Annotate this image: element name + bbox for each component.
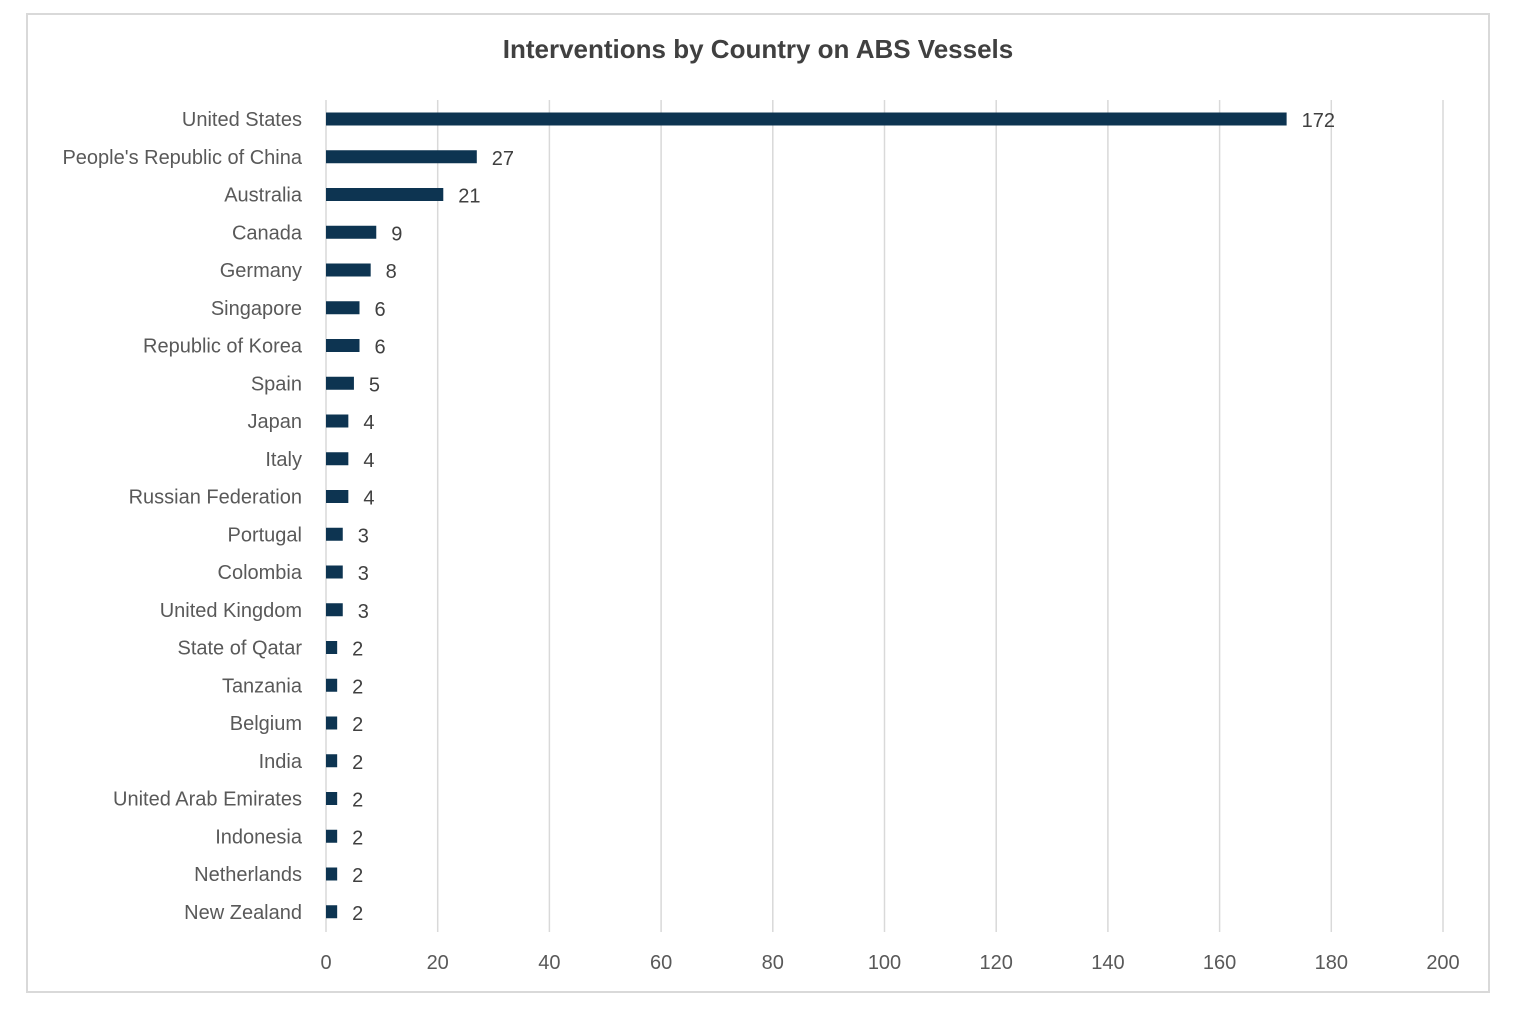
data-label: 2: [352, 714, 363, 736]
category-label: Republic of Korea: [143, 336, 303, 358]
data-label: 4: [363, 412, 374, 434]
data-label: 2: [352, 903, 363, 925]
bar: [326, 603, 343, 617]
bar: [326, 414, 349, 428]
x-tick-label: 160: [1203, 952, 1236, 974]
data-label: 8: [386, 261, 397, 283]
data-label: 2: [352, 639, 363, 661]
x-tick-label: 60: [650, 952, 672, 974]
data-label: 5: [369, 374, 380, 396]
x-tick-label: 100: [868, 952, 901, 974]
bars: [326, 112, 1287, 919]
category-label: Netherlands: [194, 864, 302, 886]
category-label: Colombia: [218, 562, 303, 584]
x-tick-label: 80: [762, 952, 784, 974]
category-label: Tanzania: [222, 675, 303, 697]
x-tick-label: 120: [980, 952, 1013, 974]
bar: [326, 301, 360, 315]
bar: [326, 754, 338, 768]
bar: [326, 716, 338, 730]
gridlines: [325, 100, 1444, 932]
category-label: Portugal: [228, 524, 303, 546]
bar: [326, 641, 338, 654]
category-label: Japan: [248, 411, 303, 433]
bar: [326, 376, 354, 390]
category-label: Indonesia: [215, 826, 303, 848]
bar: [326, 263, 371, 277]
bar: [326, 339, 360, 352]
x-tick-label: 200: [1426, 952, 1459, 974]
data-label: 172: [1302, 110, 1335, 132]
category-label: Singapore: [211, 298, 302, 320]
bar: [326, 490, 349, 503]
bar: [326, 527, 343, 541]
bar: [326, 565, 343, 579]
chart-title: Interventions by Country on ABS Vessels: [502, 34, 1014, 64]
data-label: 3: [358, 601, 369, 623]
data-label: 4: [363, 488, 374, 510]
data-label: 3: [358, 525, 369, 547]
category-label: Germany: [220, 260, 302, 282]
bar: [326, 225, 377, 239]
x-tick-label: 140: [1091, 952, 1124, 974]
category-label: Australia: [224, 185, 303, 207]
bar: [326, 905, 338, 919]
x-tick-label: 40: [538, 952, 560, 974]
data-label: 2: [352, 790, 363, 812]
category-label: New Zealand: [184, 902, 302, 924]
category-label: United Kingdom: [160, 600, 302, 622]
bar: [326, 867, 338, 881]
data-label: 9: [391, 223, 402, 245]
category-label: Belgium: [230, 713, 302, 735]
data-label: 21: [458, 186, 480, 208]
bar: [326, 112, 1287, 126]
category-label: Italy: [265, 449, 302, 471]
data-label: 6: [375, 337, 386, 359]
category-label: United Arab Emirates: [113, 789, 302, 811]
data-label: 27: [492, 148, 514, 170]
data-label: 2: [352, 827, 363, 849]
data-label: 2: [352, 752, 363, 774]
data-label: 4: [363, 450, 374, 472]
x-tick-label: 20: [427, 952, 449, 974]
x-tick-label: 0: [320, 952, 331, 974]
category-label: India: [259, 751, 303, 773]
data-label: 2: [352, 676, 363, 698]
x-axis-ticks: 0 20 40 60 80 100 120 140 160 180 200: [320, 952, 1459, 974]
category-label: Spain: [251, 373, 302, 395]
bar: [326, 678, 338, 692]
category-labels: United States People's Republic of China A…: [62, 109, 302, 924]
data-label: 2: [352, 865, 363, 887]
category-label: United States: [182, 109, 302, 131]
bar: [326, 829, 338, 843]
category-label: People's Republic of China: [62, 147, 302, 169]
x-tick-label: 180: [1315, 952, 1348, 974]
category-label: Russian Federation: [129, 487, 302, 509]
bar: [326, 792, 338, 805]
category-label: Canada: [232, 222, 303, 244]
data-label: 3: [358, 563, 369, 585]
bar: [326, 452, 349, 466]
data-label: 6: [375, 299, 386, 321]
bar: [326, 150, 477, 164]
category-label: State of Qatar: [177, 638, 302, 660]
chart-frame: [26, 13, 1490, 993]
bar: [326, 188, 444, 201]
